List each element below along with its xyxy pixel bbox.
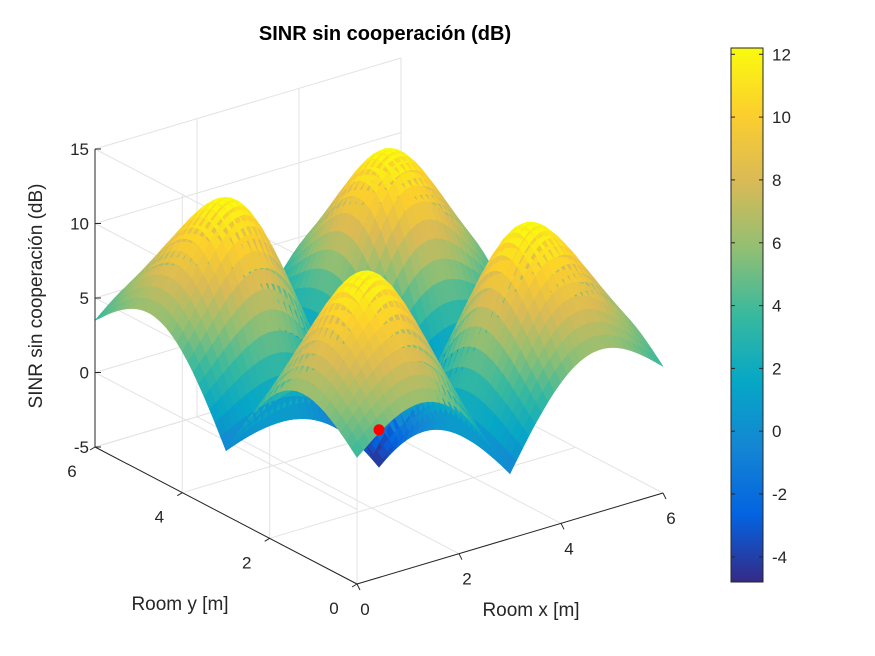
- colorbar-tick-label: 2: [772, 359, 781, 378]
- x-tick-label: 6: [666, 509, 675, 528]
- z-axis-label: SINR sin cooperación (dB): [26, 184, 47, 409]
- surface-cell: [650, 353, 664, 367]
- z-tick-label: -5: [74, 438, 89, 457]
- z-tick-label: 10: [70, 215, 89, 234]
- chart-title: SINR sin cooperación (dB): [259, 23, 511, 45]
- x-tick-label: 2: [462, 570, 471, 589]
- colorbar: -4 -2 0 2 4 6 8 10 12: [730, 45, 791, 583]
- marker-layer: [373, 424, 385, 436]
- y-tick-label: 2: [242, 553, 251, 572]
- x-tick-mark: [356, 583, 361, 591]
- z-tick-label: 5: [80, 289, 89, 308]
- surface-plot: [94, 148, 664, 475]
- x-tick-label: 0: [360, 600, 369, 619]
- y-tick-mark: [177, 492, 183, 497]
- axes: 0 2 4 6 0 2 4 6 -5 0 5 10 15: [67, 140, 675, 619]
- colorbar-tick-label: -4: [772, 548, 787, 567]
- x-tick-mark: [560, 523, 565, 530]
- colorbar-tick-label: 12: [772, 45, 791, 64]
- colorbar-tick-label: 6: [772, 234, 781, 253]
- x-tick-mark: [662, 492, 667, 500]
- gridline: [94, 57, 402, 150]
- colorbar-tick-label: 10: [772, 108, 791, 127]
- y-tick-label: 0: [329, 599, 338, 618]
- x-axis-line: [356, 492, 664, 585]
- y-tick-mark: [351, 583, 358, 588]
- x-tick-mark: [458, 553, 463, 560]
- colorbar-tick-label: 4: [772, 297, 781, 316]
- marker-point: [373, 424, 385, 436]
- z-tick-label: 15: [70, 140, 89, 159]
- x-axis-label: Room x [m]: [482, 600, 579, 621]
- y-axis-label: Room y [m]: [131, 594, 228, 615]
- y-axis-line: [94, 446, 358, 585]
- y-tick-label: 4: [155, 508, 164, 527]
- z-tick-label: 0: [80, 364, 89, 383]
- y-tick-mark: [89, 446, 96, 451]
- y-tick-mark: [264, 537, 270, 542]
- gridline: [94, 132, 402, 224]
- x-tick-label: 4: [564, 539, 573, 558]
- colorbar-tick-label: 8: [772, 171, 781, 190]
- y-tick-label: 6: [67, 462, 76, 481]
- colorbar-tick-label: -2: [772, 485, 787, 504]
- colorbar-gradient: [730, 47, 764, 583]
- colorbar-tick-label: 0: [772, 422, 781, 441]
- gridline: [269, 446, 576, 539]
